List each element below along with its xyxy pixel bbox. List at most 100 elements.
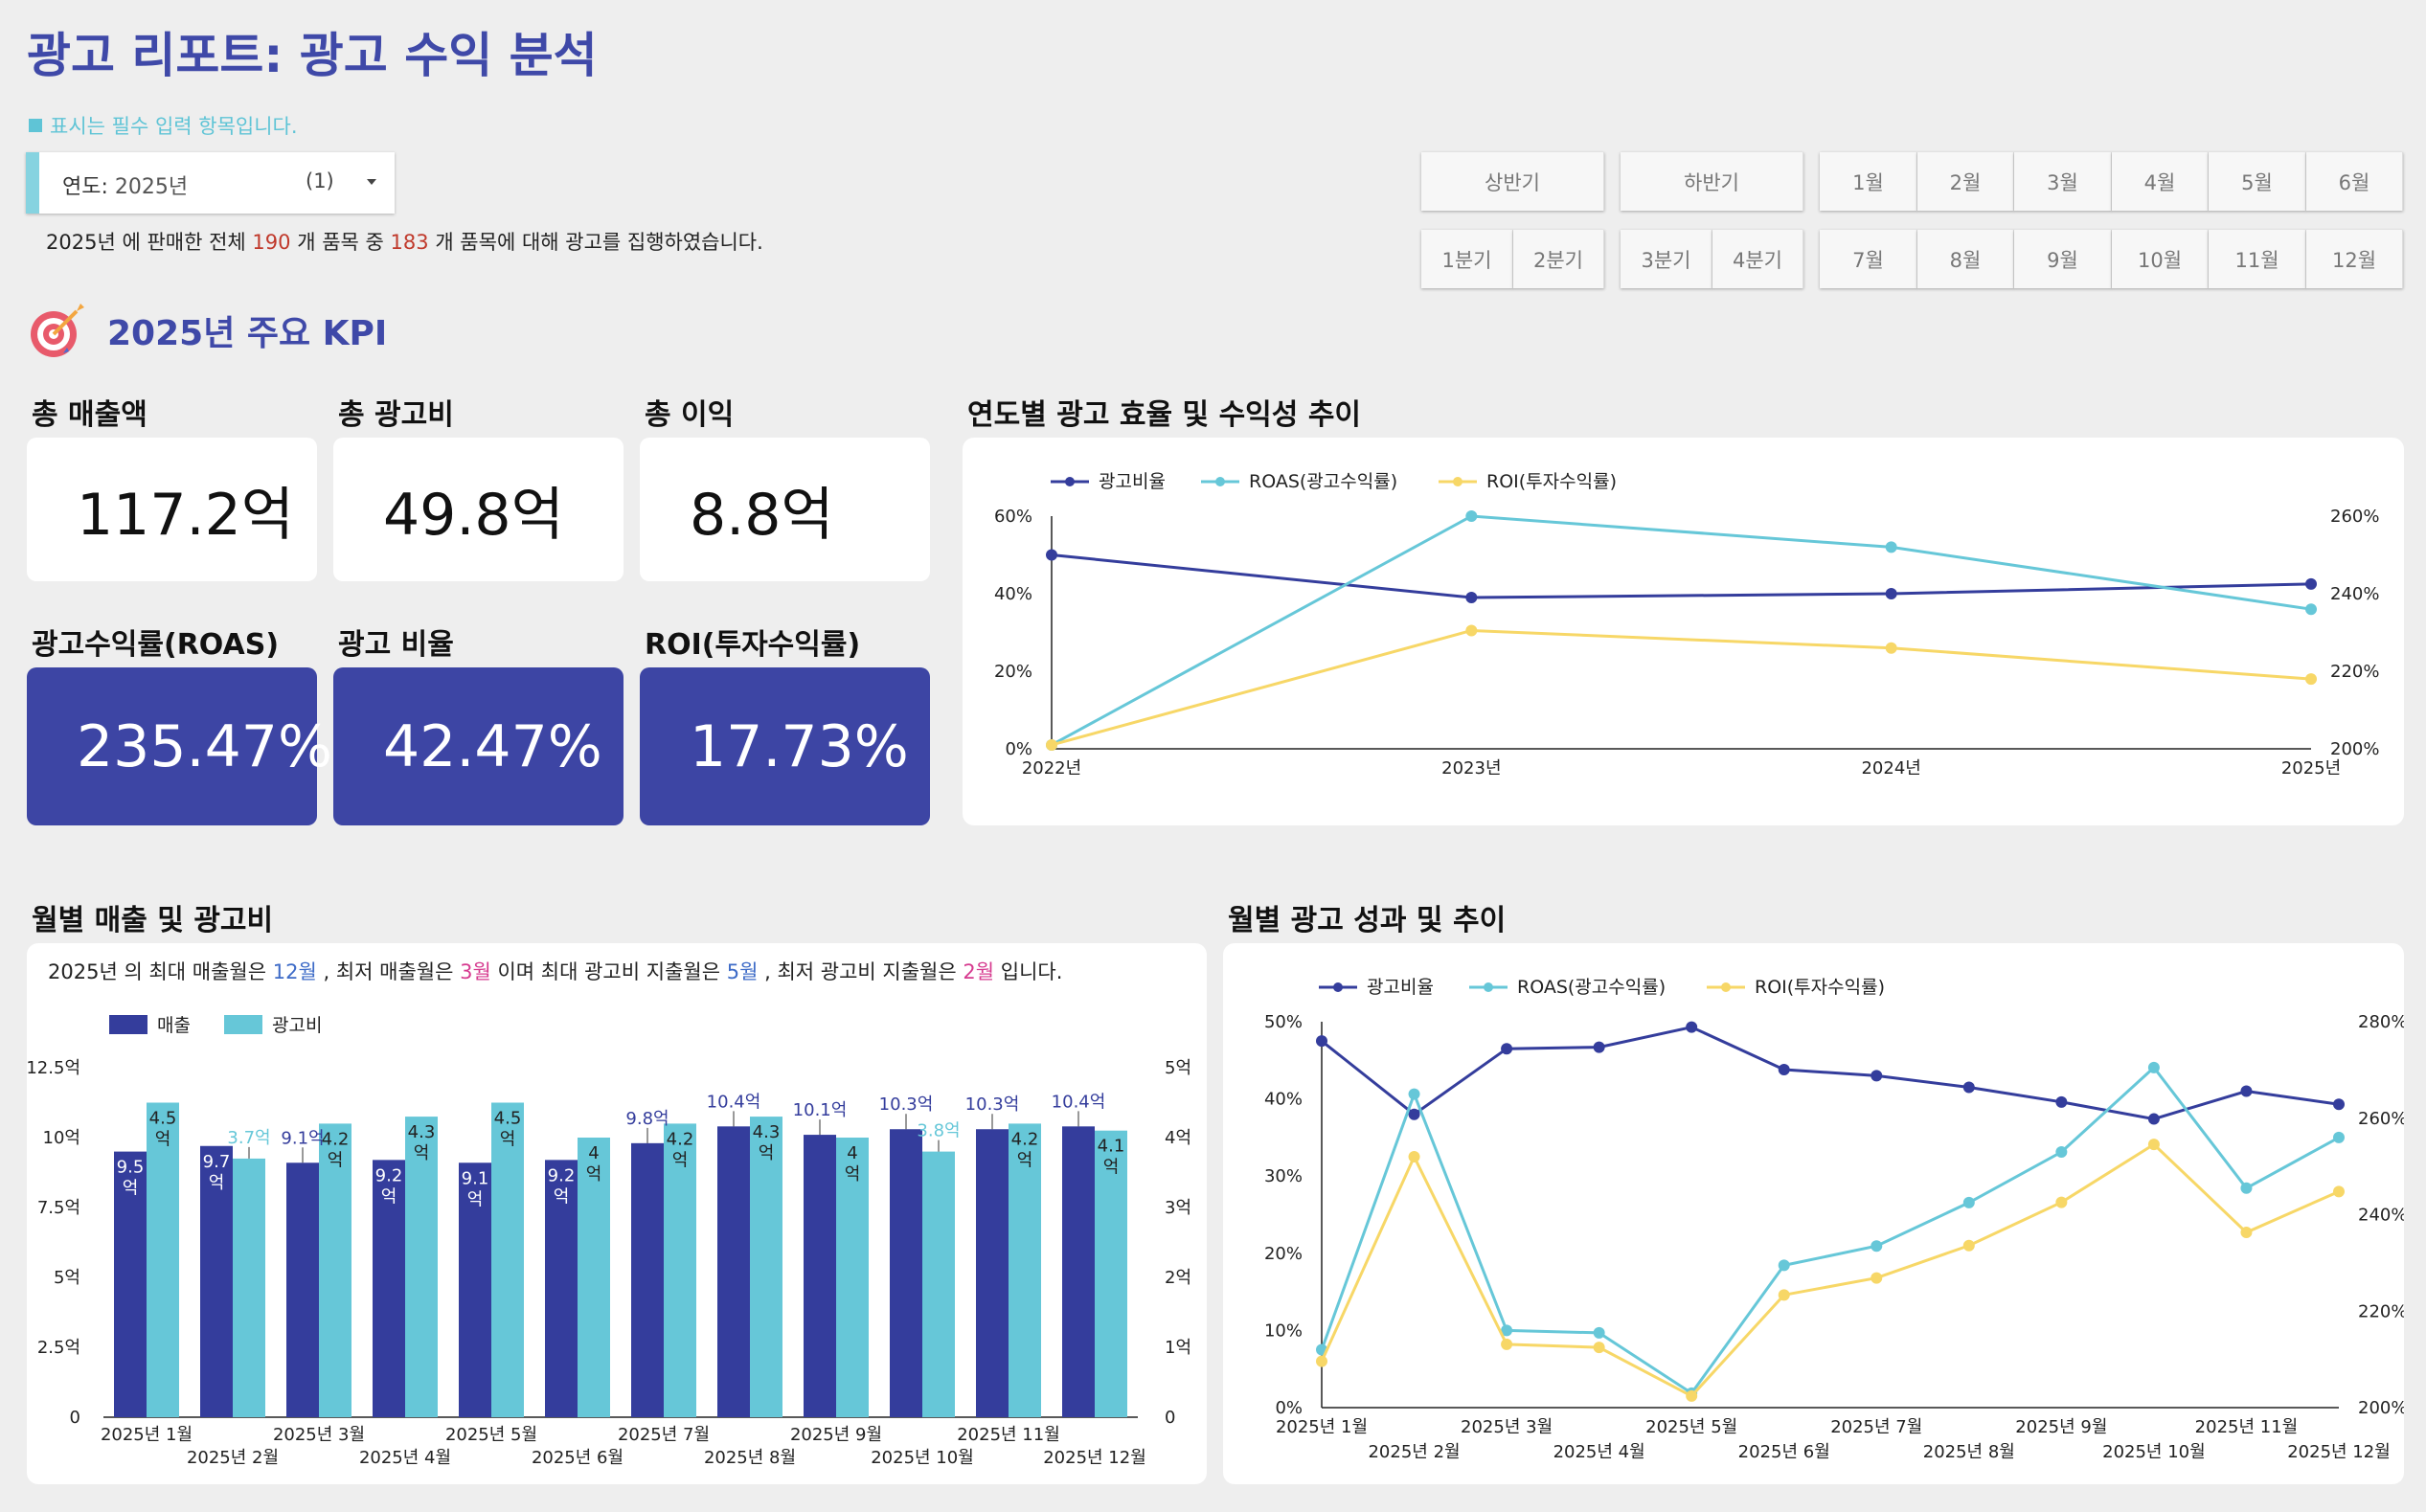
year-filter-dropdown[interactable]: 연도: 2025년 (1) xyxy=(26,152,395,214)
bar-ad-cost[interactable] xyxy=(1095,1130,1127,1417)
bar-ad-cost[interactable] xyxy=(491,1102,524,1418)
legend-label[interactable]: 광고비율 xyxy=(1099,471,1166,492)
button-month-4[interactable]: 4월 xyxy=(2112,152,2209,211)
legend-label[interactable]: 광고비율 xyxy=(1367,977,1434,998)
bar-sales[interactable] xyxy=(286,1162,319,1417)
data-point[interactable] xyxy=(1046,738,1057,751)
data-point[interactable] xyxy=(1778,1259,1790,1272)
data-point[interactable] xyxy=(1593,1342,1605,1354)
data-point[interactable] xyxy=(1885,541,1897,553)
button-first-half[interactable]: 상반기 xyxy=(1421,152,1604,211)
bar-sales[interactable] xyxy=(976,1129,1009,1417)
bar-sales[interactable] xyxy=(200,1145,233,1417)
button-q1[interactable]: 1분기 xyxy=(1421,230,1513,288)
data-point[interactable] xyxy=(2055,1095,2068,1108)
data-point[interactable] xyxy=(2240,1085,2253,1097)
data-point[interactable] xyxy=(1778,1289,1790,1301)
data-point[interactable] xyxy=(1962,1081,1975,1094)
data-point[interactable] xyxy=(1501,1338,1513,1350)
bar-ad-cost[interactable] xyxy=(319,1123,351,1417)
button-month-10[interactable]: 10월 xyxy=(2112,230,2209,288)
bar-ad-cost[interactable] xyxy=(233,1158,265,1417)
legend-label[interactable]: ROI(투자수익률) xyxy=(1486,471,1617,492)
bar-ad-cost[interactable] xyxy=(922,1151,955,1417)
button-month-2[interactable]: 2월 xyxy=(1917,152,2014,211)
button-month-5[interactable]: 5월 xyxy=(2209,152,2306,211)
data-point[interactable] xyxy=(2240,1227,2253,1239)
legend-label[interactable]: 매출 xyxy=(157,1015,191,1036)
bar-sales[interactable] xyxy=(804,1135,836,1417)
data-point[interactable] xyxy=(1871,1272,1883,1284)
legend-label[interactable]: 광고비 xyxy=(272,1015,322,1036)
button-second-half[interactable]: 하반기 xyxy=(1621,152,1803,211)
data-point[interactable] xyxy=(1316,1355,1327,1367)
bar-sales[interactable] xyxy=(890,1129,922,1417)
data-point[interactable] xyxy=(1408,1151,1420,1163)
data-point[interactable] xyxy=(1593,1326,1605,1339)
data-point[interactable] xyxy=(1686,1389,1698,1402)
button-month-8[interactable]: 8월 xyxy=(1917,230,2014,288)
button-month-12[interactable]: 12월 xyxy=(2306,230,2403,288)
data-point[interactable] xyxy=(1871,1070,1883,1082)
chevron-down-icon[interactable] xyxy=(367,179,376,185)
bar-sales[interactable] xyxy=(1062,1126,1095,1417)
bar-sales[interactable] xyxy=(114,1151,147,1417)
bar-ad-cost[interactable] xyxy=(1009,1123,1041,1417)
button-q2[interactable]: 2분기 xyxy=(1513,230,1604,288)
data-point[interactable] xyxy=(1871,1240,1883,1252)
data-point[interactable] xyxy=(1885,588,1897,599)
data-point[interactable] xyxy=(1316,1035,1327,1048)
button-month-11[interactable]: 11월 xyxy=(2209,230,2306,288)
data-point[interactable] xyxy=(2147,1061,2160,1073)
data-point[interactable] xyxy=(1465,624,1478,637)
bar-ad-cost[interactable] xyxy=(147,1102,179,1418)
bar-ad-cost[interactable] xyxy=(578,1138,610,1417)
data-point[interactable] xyxy=(1501,1043,1513,1055)
data-point[interactable] xyxy=(1686,1021,1698,1033)
data-point[interactable] xyxy=(1408,1088,1420,1100)
data-point[interactable] xyxy=(2240,1182,2253,1194)
data-point[interactable] xyxy=(1962,1239,1975,1252)
legend-label[interactable]: ROAS(광고수익률) xyxy=(1249,471,1397,492)
data-point[interactable] xyxy=(1465,510,1478,522)
data-point[interactable] xyxy=(1885,642,1897,654)
data-point[interactable] xyxy=(1501,1324,1513,1337)
data-point[interactable] xyxy=(2333,1185,2345,1198)
data-point[interactable] xyxy=(1046,549,1057,561)
data-point[interactable] xyxy=(1408,1108,1420,1120)
bar-ad-cost[interactable] xyxy=(664,1123,696,1417)
x-tick-label: 2025년 2월 xyxy=(187,1448,279,1468)
data-point[interactable] xyxy=(2055,1146,2068,1159)
legend-label[interactable]: ROAS(광고수익률) xyxy=(1517,977,1666,998)
data-point[interactable] xyxy=(2333,1131,2345,1143)
button-month-7[interactable]: 7월 xyxy=(1820,230,1917,288)
data-point[interactable] xyxy=(2305,673,2317,686)
data-point[interactable] xyxy=(1778,1063,1790,1075)
bar-sales[interactable] xyxy=(717,1126,750,1417)
bar-sales[interactable] xyxy=(373,1160,405,1417)
button-month-1[interactable]: 1월 xyxy=(1820,152,1917,211)
left-tick-label: 10억 xyxy=(43,1128,80,1148)
button-month-6[interactable]: 6월 xyxy=(2306,152,2403,211)
data-point[interactable] xyxy=(2147,1139,2160,1151)
bar-ad-cost[interactable] xyxy=(836,1138,869,1417)
data-point[interactable] xyxy=(2333,1098,2345,1111)
data-point[interactable] xyxy=(2305,603,2317,616)
data-point[interactable] xyxy=(2055,1196,2068,1208)
x-tick-label: 2025년 9월 xyxy=(2015,1417,2107,1437)
data-point[interactable] xyxy=(1962,1196,1975,1208)
data-point[interactable] xyxy=(2305,577,2317,590)
data-point[interactable] xyxy=(1465,592,1478,604)
bar-ad-cost[interactable] xyxy=(405,1117,438,1417)
bar-sales[interactable] xyxy=(545,1160,578,1417)
legend-label[interactable]: ROI(투자수익률) xyxy=(1755,977,1885,998)
button-q3[interactable]: 3분기 xyxy=(1621,230,1712,288)
data-point[interactable] xyxy=(1593,1041,1605,1053)
button-q4[interactable]: 4분기 xyxy=(1712,230,1803,288)
button-month-9[interactable]: 9월 xyxy=(2014,230,2112,288)
bar-sales[interactable] xyxy=(631,1142,664,1417)
bar-ad-cost[interactable] xyxy=(750,1117,782,1417)
button-month-3[interactable]: 3월 xyxy=(2014,152,2112,211)
data-point[interactable] xyxy=(2147,1113,2160,1125)
bar-sales[interactable] xyxy=(459,1162,491,1417)
